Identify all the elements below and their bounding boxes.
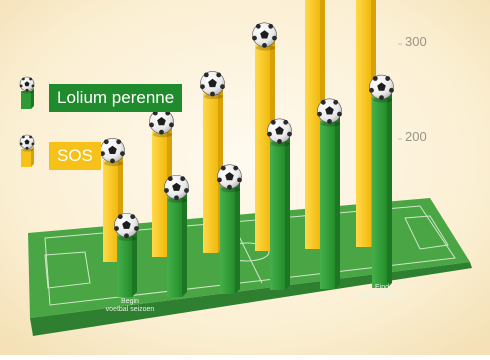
bar-lolium-2-ball-icon [164,174,189,203]
bar-lolium-4-ball-icon [267,118,292,147]
legend-swatch-lolium [21,88,34,109]
bar-sos-1-ball-icon [100,138,125,166]
bar-lolium-3 [220,181,240,294]
legend-swatch-sos-ball-icon [19,134,35,152]
bar-lolium-6-ball-icon [369,74,394,103]
y-tick-label-200: 200 [405,129,427,144]
bar-lolium-2 [167,192,187,297]
legend-label-sos: SOS [49,142,101,170]
legend-swatch-lolium-ball-icon [19,76,35,94]
field-label-start: Begin voetbal seizoen [105,298,155,313]
pitch-side [30,262,472,336]
legend-swatch-sos [21,146,34,167]
bar-lolium-4 [270,135,290,290]
bar-lolium-1-ball-icon [114,212,139,241]
bar-lolium-5 [320,115,340,289]
legend-label-lolium: Lolium perenne [49,84,183,112]
pitch-left-box [44,251,91,289]
bar-lolium-3-ball-icon [217,164,242,193]
field-label-end: Eind voetbal seizoen [357,284,407,299]
bars-layer [100,0,394,297]
bar-sos-3-ball-icon [200,71,225,100]
bar-sos-4-ball-icon [252,22,277,51]
bar-lolium-5-ball-icon [317,98,342,127]
bar-lolium-1 [117,230,137,297]
bar-sos-2-ball-icon [149,109,174,138]
y-tick-label-300: 300 [405,34,427,49]
pitch-lines [44,205,456,306]
bar-lolium-6 [372,92,392,288]
pitch-right-box [404,215,449,250]
